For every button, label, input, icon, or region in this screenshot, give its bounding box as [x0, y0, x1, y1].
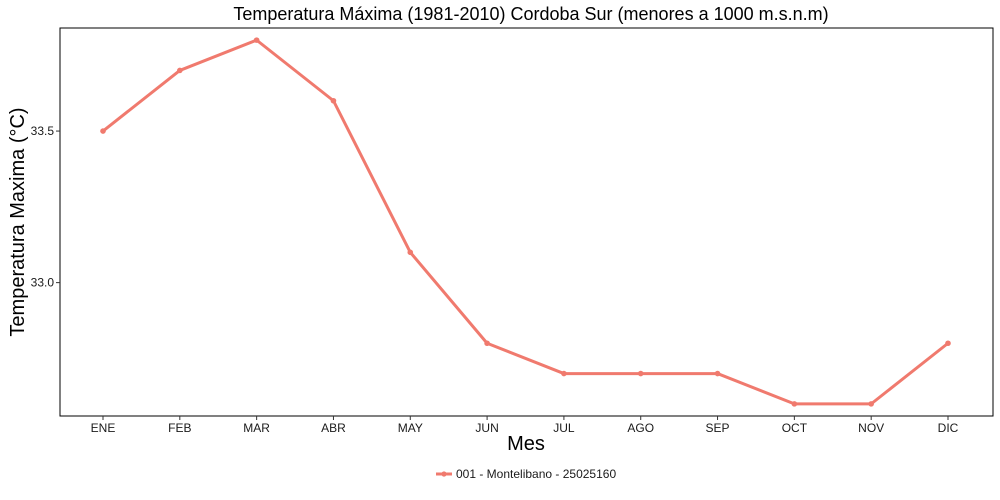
- data-point: [330, 97, 337, 104]
- x-tick-label: DIC: [938, 421, 959, 435]
- y-tick-label: 33.0: [31, 276, 55, 290]
- data-point: [637, 370, 644, 377]
- x-axis-title: Mes: [507, 433, 545, 455]
- data-point: [791, 401, 798, 407]
- x-axis: ENE FEB MAR ABR MAY JUN JUL AGO SEP OCT NOV DIC: [91, 416, 959, 435]
- x-tick-label: ENE: [91, 421, 116, 435]
- x-tick-label: MAR: [243, 421, 270, 435]
- chart-title: Temperatura Máxima (1981-2010) Cordoba S…: [233, 4, 828, 24]
- series-line: [102, 38, 949, 406]
- legend-key-point: [441, 471, 447, 477]
- data-point: [484, 340, 490, 347]
- data-point: [561, 370, 567, 377]
- legend-label: 001 - Montelibano - 25025160: [456, 467, 616, 481]
- y-tick-label: 33.5: [31, 124, 55, 138]
- data-point: [100, 128, 106, 134]
- data-point: [253, 37, 260, 43]
- x-tick-label: NOV: [858, 421, 884, 435]
- x-tick-label: SEP: [706, 421, 730, 435]
- data-point: [868, 401, 874, 407]
- y-axis-title: Temperatura Maxima (°C): [7, 107, 29, 336]
- data-point: [714, 370, 721, 377]
- x-tick-label: JUL: [553, 421, 575, 435]
- data-point: [407, 249, 414, 256]
- x-tick-label: MAY: [398, 421, 423, 435]
- y-axis: 33.0 33.5: [31, 124, 60, 290]
- x-tick-label: OCT: [782, 421, 808, 435]
- x-tick-label: FEB: [168, 421, 191, 435]
- x-tick-label: JUN: [475, 421, 498, 435]
- legend: 001 - Montelibano - 25025160: [436, 467, 616, 481]
- plot-panel: [59, 27, 994, 417]
- data-point: [945, 340, 951, 347]
- x-tick-label: AGO: [627, 421, 654, 435]
- data-point: [177, 67, 183, 74]
- series-layer: [100, 37, 951, 407]
- x-tick-label: ABR: [321, 421, 346, 435]
